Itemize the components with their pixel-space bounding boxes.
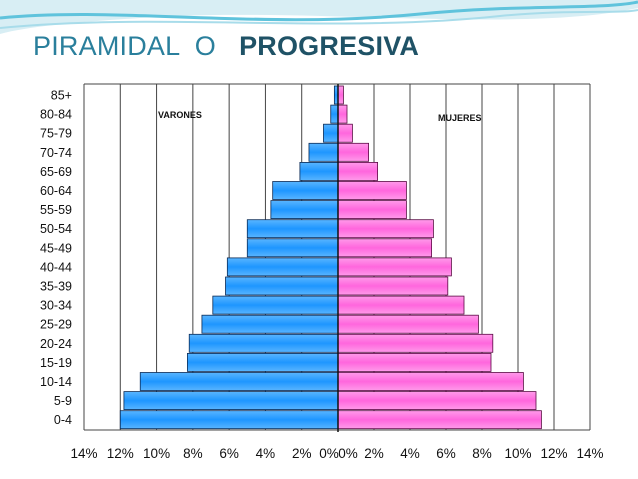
population-pyramid-chart: 85+ 80-84 75-79 70-74 65-69 60-64 55-59 50-54 45… — [40, 83, 604, 461]
title-connector: O — [194, 31, 216, 61]
bar-male-55-59 — [270, 200, 339, 220]
title-part2: PROGRESIVA — [239, 31, 420, 61]
bar-female-10-14 — [337, 372, 524, 391]
age-label-20-24: 20-24 — [40, 337, 72, 351]
bar-male-70-74 — [308, 142, 339, 162]
x-tick-label: 2% — [292, 446, 312, 461]
title-part1: PIRAMIDAL — [33, 31, 180, 61]
series-label-male: VARONES — [158, 110, 202, 120]
male-bars — [119, 85, 339, 430]
bar-male-15-19 — [187, 352, 339, 372]
age-label-50-54: 50-54 — [40, 222, 72, 236]
age-label-10-14: 10-14 — [40, 375, 72, 389]
age-label-75-79: 75-79 — [40, 127, 72, 141]
bar-male-20-24 — [188, 333, 339, 353]
bar-male-50-54 — [246, 219, 339, 239]
x-tick-label: 12% — [107, 446, 134, 461]
bar-male-30-34 — [212, 295, 339, 315]
bar-female-50-54 — [337, 219, 434, 239]
x-tick-label: 14% — [70, 446, 97, 461]
bar-male-45-49 — [246, 238, 339, 258]
age-label-45-49: 45-49 — [40, 241, 72, 255]
female-bars — [337, 85, 542, 430]
age-group-labels: 85+ 80-84 75-79 70-74 65-69 60-64 55-59 50-54 45… — [40, 89, 72, 428]
series-label-female: MUJERES — [438, 113, 482, 123]
x-tick-label: 0% — [338, 446, 358, 461]
bar-female-15-19 — [337, 352, 492, 372]
age-label-40-44: 40-44 — [40, 260, 72, 274]
percent-tick-labels: 14% 12% 10% 8% 6% 4% 2% 0% 0% 2% 4% 6% 8% 10% 12% 14% — [70, 446, 603, 461]
x-tick-label: 2% — [364, 446, 384, 461]
age-label-55-59: 55-59 — [40, 203, 72, 217]
bar-male-0-4 — [119, 410, 339, 430]
age-label-65-69: 65-69 — [40, 165, 72, 179]
bar-female-60-64 — [337, 181, 407, 200]
bar-male-80-84 — [330, 104, 339, 124]
bar-female-65-69 — [337, 161, 378, 181]
x-tick-label: 4% — [256, 446, 276, 461]
age-label-85+: 85+ — [51, 89, 72, 103]
x-tick-label: 14% — [576, 446, 603, 461]
x-tick-label: 0% — [319, 446, 339, 461]
bar-female-45-49 — [337, 238, 432, 258]
age-label-70-74: 70-74 — [40, 146, 72, 160]
age-label-35-39: 35-39 — [40, 280, 72, 294]
age-label-15-19: 15-19 — [40, 356, 72, 370]
bar-female-75-79 — [337, 123, 353, 143]
bar-male-5-9 — [123, 391, 339, 411]
slide-header-decoration — [0, 0, 638, 34]
bar-female-5-9 — [337, 391, 537, 411]
bar-female-70-74 — [337, 142, 370, 162]
bar-female-20-24 — [337, 333, 494, 353]
slide-title: PIRAMIDAL O PROGRESIVA — [33, 31, 419, 62]
bar-female-30-34 — [337, 295, 465, 315]
age-label-0-4: 0-4 — [54, 413, 72, 427]
x-tick-label: 4% — [400, 446, 420, 461]
age-label-5-9: 5-9 — [54, 394, 72, 408]
x-tick-label: 6% — [219, 446, 239, 461]
bar-male-40-44 — [226, 257, 339, 277]
bar-male-75-79 — [323, 123, 339, 143]
age-label-25-29: 25-29 — [40, 318, 72, 332]
bar-female-80-84 — [337, 104, 348, 124]
bar-male-65-69 — [299, 161, 339, 181]
bar-male-35-39 — [225, 276, 339, 296]
bar-male-25-29 — [201, 314, 339, 334]
x-tick-label: 10% — [504, 446, 531, 461]
age-label-60-64: 60-64 — [40, 184, 72, 198]
series-labels: VARONES MUJERES — [158, 110, 482, 123]
x-tick-label: 10% — [143, 446, 170, 461]
bar-female-25-29 — [337, 314, 479, 334]
bar-male-60-64 — [272, 181, 339, 200]
bar-female-0-4 — [337, 410, 542, 430]
x-tick-label: 12% — [540, 446, 567, 461]
bar-female-40-44 — [337, 257, 452, 277]
bar-female-55-59 — [337, 200, 407, 220]
age-label-30-34: 30-34 — [40, 299, 72, 313]
bar-male-10-14 — [139, 372, 339, 391]
x-tick-label: 8% — [183, 446, 203, 461]
age-label-80-84: 80-84 — [40, 108, 72, 122]
x-tick-label: 8% — [472, 446, 492, 461]
bar-female-85+ — [337, 85, 344, 105]
x-tick-label: 6% — [436, 446, 456, 461]
bar-female-35-39 — [337, 276, 449, 296]
